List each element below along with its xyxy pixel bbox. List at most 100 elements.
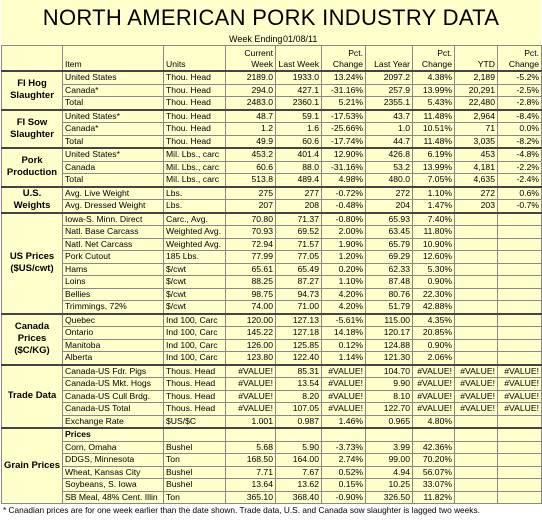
table-cell: 2.74% <box>321 453 366 467</box>
table-cell: 2097.2 <box>365 70 413 85</box>
table-cell: -2.4% <box>497 173 542 187</box>
table-cell: Bellies <box>62 287 164 301</box>
table-cell: 42.88% <box>412 300 455 314</box>
table-cell: 71.37 <box>275 211 322 226</box>
table-cell: #VALUE! <box>321 363 366 378</box>
table-cell: 87.48 <box>365 275 413 289</box>
table-row: FI Sow Slaughter United States* Thou. Head… <box>1 108 542 149</box>
table-cell: 65.49 <box>275 262 322 276</box>
table-cell: 1.90% <box>321 237 366 251</box>
table-row: Ontario Ind 100, Carc 145.22 127.18 14.18% 12… <box>2 326 542 340</box>
table-row: Total Mil. Lbs., carc 513.8 489.4 4.98% 480.0… <box>2 173 542 187</box>
table-cell <box>454 312 498 327</box>
week-line: Week Ending 01/08/11 <box>1 34 541 45</box>
table-cell: 69.29 <box>365 250 413 264</box>
table-cell <box>497 326 542 340</box>
table-cell: 56.07% <box>412 465 455 479</box>
table-cell: 125.85 <box>275 338 322 352</box>
table-cell <box>454 490 498 504</box>
column-header: Last Week <box>275 45 322 72</box>
column-header: YTD <box>454 45 498 72</box>
table-cell: 1.0 <box>365 122 413 136</box>
column-header: Item <box>62 45 164 72</box>
table-cell <box>497 250 542 264</box>
table-cell: 70.93 <box>225 225 276 239</box>
table-cell: Canada* <box>62 122 164 136</box>
table-cell: 272 <box>365 185 413 200</box>
table-cell <box>497 338 542 352</box>
table-cell: Avg. Dressed Weight <box>62 199 164 213</box>
table-cell: #VALUE! <box>225 363 276 378</box>
table-cell: #VALUE! <box>454 389 498 403</box>
table-cell: 88.25 <box>225 275 276 289</box>
section-label: Trade Data <box>1 363 63 429</box>
table-cell: Lbs. <box>163 185 226 200</box>
table-cell: #VALUE! <box>497 377 542 391</box>
table-cell: 65.93 <box>365 211 413 226</box>
table-cell: 121.30 <box>365 351 413 365</box>
table-row: Grain Prices Prices <box>1 427 542 504</box>
table-cell: SB Meal, 48% Cent. Illin <box>62 490 164 504</box>
table-cell: 74.00 <box>225 300 276 314</box>
table-row: Alberta Ind 100, Carc 123.80 122.40 1.14% 121… <box>2 351 542 365</box>
table-cell: 71 <box>454 122 498 136</box>
table-cell: 185 Lbs. <box>163 250 226 264</box>
table-cell: 11.48% <box>412 134 455 149</box>
table-cell: 2,964 <box>454 108 498 123</box>
table-cell: -5.2% <box>497 70 542 85</box>
table-cell <box>497 440 542 454</box>
table-cell: 77.99 <box>225 250 276 264</box>
table-cell: 51.79 <box>365 300 413 314</box>
table-cell: Natl. Net Carcass <box>62 237 164 251</box>
table-cell: 65.79 <box>365 237 413 251</box>
table-cell: 426.8 <box>365 147 413 162</box>
table-cell: 1.47% <box>412 199 455 213</box>
table-row: Trade Data Canada-US Fdr. Pigs Thous. Head… <box>1 363 542 429</box>
table-row: Pork Cutout 185 Lbs. 77.99 77.05 1.20% 69.29 1… <box>2 250 542 264</box>
table-cell: 0.965 <box>365 414 413 429</box>
table-cell: Weighted Avg. <box>163 237 226 251</box>
section-label: Pork Production <box>1 147 63 187</box>
table-cell: -0.80% <box>321 211 366 226</box>
table-cell: 294.0 <box>225 83 276 97</box>
table-cell <box>412 427 455 442</box>
table-cell <box>497 237 542 251</box>
table-cell: Thou. Head <box>163 83 226 97</box>
table-cell: 115.00 <box>365 312 413 327</box>
table-row: Total Thou. Head 49.9 60.6 -17.74% 44.7 11.48%… <box>2 134 542 149</box>
table-cell: 0.90% <box>412 338 455 352</box>
table-cell: United States* <box>62 108 164 123</box>
table-cell: 275 <box>225 185 276 200</box>
table-cell <box>225 427 276 442</box>
table-cell <box>497 490 542 504</box>
table-cell: Bushel <box>163 440 226 454</box>
table-cell: 1.10% <box>412 185 455 200</box>
table-cell: -0.72% <box>321 185 366 200</box>
table-cell: 70.20% <box>412 453 455 467</box>
table-cell: Quebec <box>62 312 164 327</box>
table-row: Canada Prices ($C/KG) Quebec Ind 100, Carc… <box>1 312 542 365</box>
table-row: Natl. Net Carcass Weighted Avg. 72.94 71.57… <box>2 237 542 251</box>
table-cell: 326.50 <box>365 490 413 504</box>
table-cell: Ton <box>163 453 226 467</box>
table-cell: 5.90 <box>275 440 322 454</box>
week-date: 01/08/11 <box>283 34 318 44</box>
table-cell: 4,181 <box>454 160 498 174</box>
table-cell: 427.1 <box>275 83 322 97</box>
table-cell: 272 <box>454 185 498 200</box>
table-cell: 480.0 <box>365 173 413 187</box>
table-cell: Soybeans, S. Iowa <box>62 478 164 492</box>
column-header: Last Year <box>365 45 413 72</box>
table-cell <box>454 427 498 442</box>
table-cell: 60.6 <box>275 134 322 149</box>
table-cell: #VALUE! <box>321 402 366 416</box>
table-cell: Ind 100, Carc <box>163 312 226 327</box>
table-row: Trimmings, 72% $/cwt 74.00 71.00 4.20% 51.79 4… <box>2 300 542 314</box>
table-cell <box>163 427 226 442</box>
table-cell: 80.76 <box>365 287 413 301</box>
table-cell: -31.16% <box>321 83 366 97</box>
table-cell: -2.2% <box>497 160 542 174</box>
table-cell: 63.45 <box>365 225 413 239</box>
table-cell <box>454 338 498 352</box>
